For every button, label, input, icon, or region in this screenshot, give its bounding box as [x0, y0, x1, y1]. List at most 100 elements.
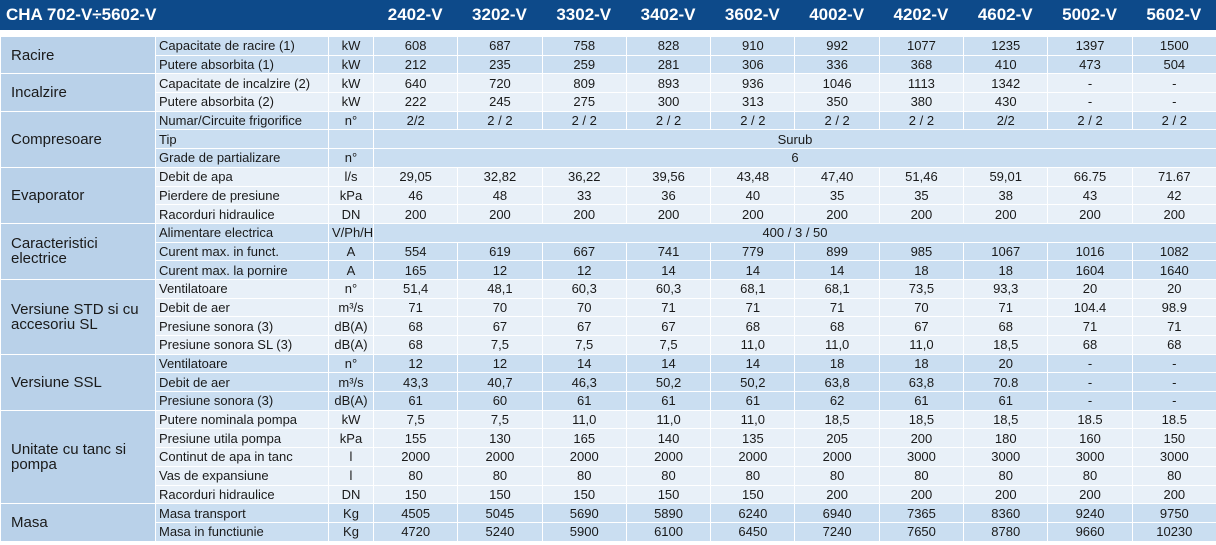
- header-title: CHA 702-V÷5602-V: [6, 5, 157, 24]
- model-header: 3402-V: [640, 5, 696, 24]
- value: 150: [1131, 428, 1216, 449]
- value: 70: [541, 297, 627, 318]
- value: 18,5: [963, 409, 1049, 430]
- value: 140: [625, 428, 712, 449]
- value: 43: [1047, 185, 1133, 206]
- value: 2000: [541, 447, 627, 467]
- value: 18: [794, 353, 880, 374]
- value: 51,4: [372, 278, 459, 299]
- table-row: Vas de expansiune l 80 80 80 80 80 80 80 80 80 80: [1, 465, 1216, 486]
- value: 80: [878, 465, 965, 486]
- value: 70: [878, 297, 965, 318]
- value: 2000: [625, 447, 712, 467]
- value: 7,5: [457, 335, 543, 355]
- unit: kPa: [328, 428, 374, 449]
- value: 1082: [1131, 241, 1216, 262]
- group-label: Racire: [0, 35, 156, 75]
- unit: A: [328, 260, 374, 280]
- value: 3000: [878, 447, 965, 467]
- value: 2 / 2: [457, 110, 543, 131]
- value: 7,5: [372, 409, 459, 430]
- value: 741: [625, 241, 712, 262]
- group-label: Compresoare: [0, 110, 156, 168]
- value: 200: [372, 204, 459, 224]
- unit: Kg: [328, 503, 374, 523]
- param-label: Debit de aer: [155, 297, 329, 318]
- value: 20: [963, 353, 1049, 374]
- value: 7240: [794, 521, 880, 542]
- value: 200: [878, 484, 965, 505]
- value: 36: [625, 185, 712, 206]
- value: 32,82: [457, 166, 543, 187]
- value: 11,0: [625, 409, 712, 430]
- value: 43,3: [372, 372, 459, 393]
- value: 12: [541, 260, 627, 280]
- value: 200: [457, 204, 543, 224]
- value: 71: [794, 297, 880, 318]
- value: 47,40: [794, 166, 880, 187]
- unit: n°: [328, 278, 374, 299]
- value: 80: [625, 465, 712, 486]
- value: 46,3: [541, 372, 627, 393]
- value: 3000: [963, 447, 1049, 467]
- value: 98.9: [1131, 297, 1216, 318]
- value: 200: [625, 204, 712, 224]
- value: 200: [710, 204, 796, 224]
- param-label: Ventilatoare: [155, 278, 329, 299]
- value: 2000: [372, 447, 459, 467]
- value: 63,8: [794, 372, 880, 393]
- value: 150: [625, 484, 712, 505]
- unit: DN: [328, 204, 374, 224]
- param-label: Curent max. la pornire: [155, 260, 329, 280]
- value: 779: [710, 241, 796, 262]
- value: 1604: [1047, 260, 1133, 280]
- value: 39,56: [625, 166, 712, 187]
- value: 63,8: [878, 372, 965, 393]
- value: 6450: [710, 521, 796, 542]
- value: 2000: [710, 447, 796, 467]
- value: 61: [372, 391, 459, 411]
- table-row: Compresoare Numar/Circuite frigorifice n° 2…: [0, 110, 1216, 168]
- table-row: Putere absorbita (2) kW 222 245 275 300 313 350…: [1, 92, 1216, 112]
- value: 5690: [541, 503, 627, 523]
- model-header: 5002-V: [1062, 5, 1117, 24]
- value: 150: [541, 484, 627, 505]
- value: 18,5: [878, 409, 965, 430]
- param-label: Putere absorbita (2): [155, 92, 329, 112]
- value: 18: [878, 353, 965, 374]
- value: 14: [625, 260, 712, 280]
- value: 68: [372, 316, 459, 336]
- value: 67: [878, 316, 965, 336]
- value: 235: [457, 54, 543, 75]
- group-label: Evaporator: [0, 166, 156, 224]
- value: 80: [794, 465, 880, 486]
- value: 70: [457, 297, 543, 318]
- value: 5240: [457, 521, 543, 542]
- value: 7365: [878, 503, 965, 523]
- value: 59,01: [963, 166, 1049, 187]
- model-header: 5602-V: [1146, 5, 1202, 24]
- value: 18.5: [1131, 409, 1216, 430]
- unit: kPa: [328, 185, 374, 206]
- value: 14: [710, 353, 796, 374]
- table-row: Unitate cu tanc si pompa Putere nominala …: [0, 409, 1216, 505]
- value: 992: [794, 36, 880, 56]
- value: 80: [1131, 465, 1216, 486]
- value: 936: [710, 73, 796, 94]
- value: 35: [878, 185, 965, 206]
- value: 2 / 2: [710, 110, 796, 131]
- unit: m³/s: [328, 297, 374, 318]
- value: 11,0: [878, 335, 965, 355]
- param-label: Vas de expansiune: [155, 465, 329, 486]
- table-row: Pierdere de presiune kPa 46 48 33 36 40 35 35 38 4…: [1, 185, 1216, 206]
- value: 473: [1047, 54, 1133, 75]
- value: 36,22: [541, 166, 627, 187]
- value: 2 / 2: [1047, 110, 1133, 131]
- value: 2 / 2: [794, 110, 880, 131]
- value: -: [1131, 372, 1216, 393]
- param-label: Debit de apa: [155, 166, 329, 187]
- value: 80: [541, 465, 627, 486]
- value: 6100: [625, 521, 712, 542]
- value: 1113: [878, 73, 965, 94]
- value: 200: [878, 204, 965, 224]
